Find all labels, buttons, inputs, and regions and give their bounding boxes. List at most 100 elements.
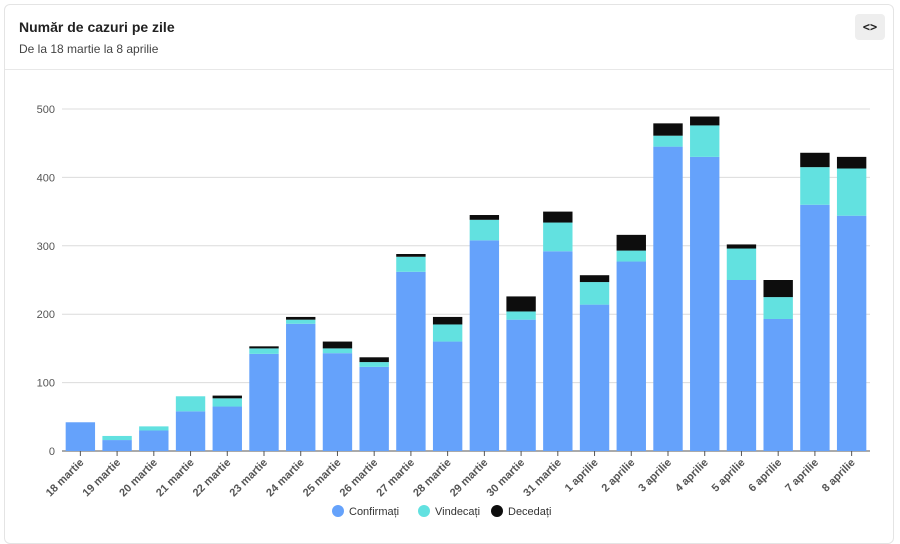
bar-segment-decedai: [322, 341, 353, 349]
bar-segment-vindecai: [212, 398, 242, 407]
bar-segment-decedai: [690, 116, 720, 126]
bar-segment-confirmai: [359, 366, 389, 451]
bar-segment-confirmai: [616, 261, 646, 451]
bar-segment-vindecai: [763, 297, 793, 319]
bar-segment-vindecai: [286, 319, 316, 324]
bar-segment-confirmai: [690, 156, 720, 451]
bar-segment-decedai: [286, 316, 316, 320]
bar-segment-confirmai: [763, 318, 793, 451]
bar-segment-decedai: [212, 395, 242, 399]
bar-segment-decedai: [763, 280, 793, 298]
legend-marker: [418, 505, 430, 517]
x-tick-label: 1 aprilie: [563, 457, 601, 495]
bar-segment-decedai: [726, 244, 757, 249]
bar-segment-decedai: [396, 254, 426, 257]
x-tick-label: 28 martie: [411, 457, 454, 500]
x-tick-label: 23 martie: [227, 457, 270, 500]
bar-segment-vindecai: [139, 426, 169, 431]
embed-code-button[interactable]: <>: [855, 14, 885, 40]
y-tick-label: 0: [49, 446, 55, 458]
x-tick-label: 22 martie: [191, 457, 234, 500]
legend-marker: [491, 505, 503, 517]
bar-segment-vindecai: [249, 348, 279, 354]
bar-segment-vindecai: [690, 125, 720, 157]
bar-segment-confirmai: [506, 319, 536, 451]
card-header: Număr de cazuri pe zile De la 18 martie …: [5, 5, 893, 70]
legend-label: Decedați: [508, 506, 551, 518]
y-tick-label: 100: [37, 378, 55, 390]
x-tick-label: 4 aprilie: [673, 457, 711, 495]
y-tick-label: 200: [37, 309, 55, 321]
x-tick-label: 5 aprilie: [710, 457, 748, 495]
bar-segment-vindecai: [102, 435, 132, 441]
bar-segment-confirmai: [139, 430, 169, 451]
bar-segment-decedai: [543, 211, 573, 223]
bar-segment-decedai: [616, 234, 646, 251]
x-tick-label: 24 martie: [264, 457, 307, 500]
bar-segment-vindecai: [653, 135, 683, 147]
bar-segment-confirmai: [579, 304, 610, 451]
bar-segment-confirmai: [432, 341, 463, 451]
x-tick-label: 31 martie: [521, 457, 564, 500]
x-tick-label: 30 martie: [485, 457, 528, 500]
chart-subtitle: De la 18 martie la 8 aprilie: [19, 42, 159, 56]
x-tick-label: 8 aprilie: [820, 457, 858, 495]
bar-segment-decedai: [359, 357, 389, 363]
bar-segment-confirmai: [322, 353, 353, 451]
x-tick-label: 2 aprilie: [600, 457, 638, 495]
bar-segment-decedai: [469, 215, 500, 220]
x-tick-label: 7 aprilie: [783, 457, 821, 495]
y-tick-label: 400: [37, 172, 55, 184]
bar-segment-vindecai: [543, 222, 573, 252]
x-tick-label: 27 martie: [374, 457, 417, 500]
bar-segment-vindecai: [175, 396, 206, 412]
bar-segment-vindecai: [396, 256, 426, 272]
bar-segment-confirmai: [249, 353, 279, 451]
bar-segment-vindecai: [359, 362, 389, 367]
legend-label: Confirmați: [349, 506, 399, 518]
chart-title: Număr de cazuri pe zile: [19, 19, 175, 35]
bar-segment-vindecai: [726, 248, 757, 280]
x-tick-label: 3 aprilie: [636, 457, 674, 495]
bar-segment-vindecai: [836, 168, 867, 216]
bar-segment-confirmai: [653, 146, 683, 451]
bar-segment-confirmai: [396, 271, 426, 451]
bar-segment-confirmai: [286, 323, 316, 451]
bar-segment-vindecai: [322, 348, 353, 354]
y-tick-label: 500: [37, 104, 55, 116]
bar-segment-confirmai: [175, 411, 206, 451]
bar-segment-decedai: [506, 296, 536, 312]
legend-marker: [332, 505, 344, 517]
bar-segment-confirmai: [726, 280, 757, 451]
bar-segment-confirmai: [800, 204, 830, 451]
bar-segment-vindecai: [579, 282, 610, 305]
x-tick-label: 26 martie: [338, 457, 381, 500]
x-tick-label: 21 martie: [154, 457, 197, 500]
bar-segment-vindecai: [432, 324, 463, 342]
bar-segment-vindecai: [616, 250, 646, 262]
x-tick-label: 6 aprilie: [746, 457, 784, 495]
bar-segment-decedai: [432, 316, 463, 325]
bar-segment-decedai: [249, 346, 279, 349]
x-tick-label: 18 martie: [44, 457, 87, 500]
bar-segment-confirmai: [836, 215, 867, 451]
y-tick-label: 300: [37, 241, 55, 253]
bar-segment-vindecai: [506, 311, 536, 320]
legend-label: Vindecați: [435, 506, 480, 518]
bar-segment-decedai: [653, 123, 683, 136]
x-tick-label: 20 martie: [117, 457, 160, 500]
x-tick-label: 19 martie: [81, 457, 124, 500]
bar-segment-confirmai: [102, 440, 132, 451]
bar-segment-decedai: [800, 152, 830, 168]
x-tick-label: 29 martie: [448, 457, 491, 500]
x-tick-label: 25 martie: [301, 457, 344, 500]
bar-segment-confirmai: [212, 406, 242, 451]
bar-segment-decedai: [836, 156, 867, 169]
bar-segment-vindecai: [469, 219, 500, 241]
bar-segment-vindecai: [800, 167, 830, 205]
bar-segment-confirmai: [65, 422, 96, 451]
bar-segment-confirmai: [543, 251, 573, 451]
bar-segment-confirmai: [469, 240, 500, 451]
bar-segment-decedai: [579, 275, 610, 283]
